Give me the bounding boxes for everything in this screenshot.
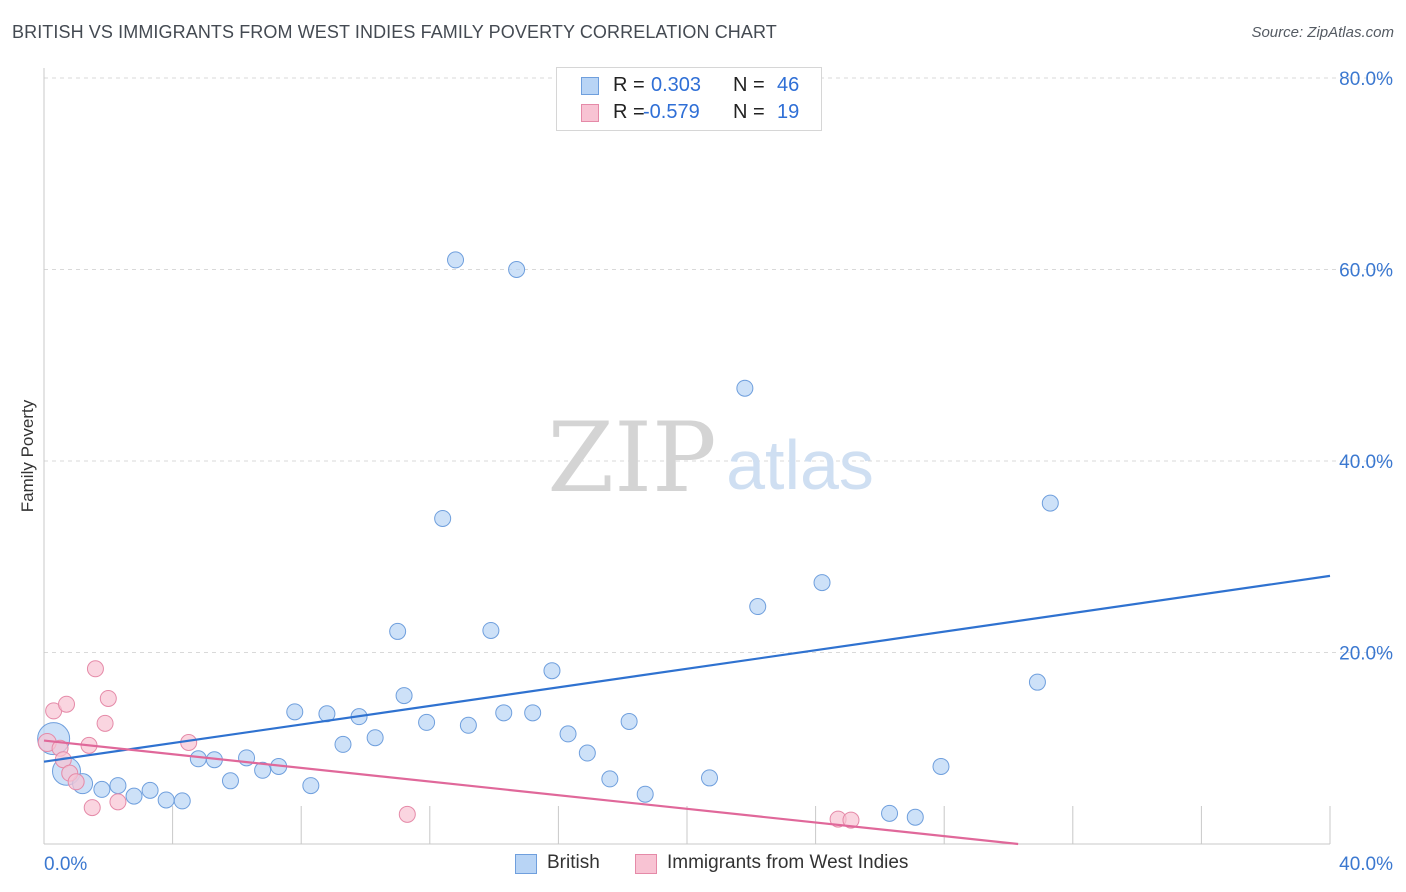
data-point-british (459, 716, 477, 734)
data-point-british (109, 777, 127, 795)
data-point-british (157, 791, 175, 809)
data-point-british (173, 792, 191, 810)
data-point-british (482, 621, 500, 639)
trend-line-british (43, 574, 1331, 763)
data-point-british (636, 785, 654, 803)
bottom-legend-label-british: British (547, 852, 600, 873)
data-point-british (559, 725, 577, 743)
legend-r-label: R = (613, 74, 645, 96)
data-point-british (543, 662, 561, 680)
data-point-british (701, 769, 719, 787)
x-tick-label: 0.0% (44, 854, 87, 875)
y-tick-label: 60.0% (1339, 261, 1393, 282)
data-point-british (286, 703, 304, 721)
data-point-west-indies (398, 805, 416, 823)
source-label: Source: ZipAtlas.com (1251, 24, 1394, 41)
data-point-british (221, 772, 239, 790)
data-point-british (302, 777, 320, 795)
data-point-british (141, 781, 159, 799)
bottom-legend-swatch-west-indies (635, 854, 657, 874)
watermark-atlas: atlas (726, 426, 874, 504)
legend-n-label: N = (733, 101, 765, 123)
legend-r-value: 0.303 (651, 74, 702, 96)
data-point-british (418, 713, 436, 731)
data-point-british (881, 804, 899, 822)
bottom-legend-label-west-indies: Immigrants from West Indies (667, 852, 909, 873)
data-point-british (447, 251, 465, 269)
data-point-west-indies (99, 689, 117, 707)
data-point-british (389, 622, 407, 640)
data-point-west-indies (109, 793, 127, 811)
y-tick-label: 20.0% (1339, 644, 1393, 665)
data-point-british (254, 761, 272, 779)
data-point-british (93, 780, 111, 798)
x-tick-label: 40.0% (1339, 854, 1393, 875)
legend-n-value: 46 (777, 74, 800, 96)
data-point-british (620, 712, 638, 730)
bottom-legend-swatch-british (515, 854, 537, 874)
data-point-british (434, 509, 452, 527)
data-point-british (578, 744, 596, 762)
y-tick-label: 40.0% (1339, 452, 1393, 473)
data-point-british (736, 379, 754, 397)
data-point-west-indies (842, 811, 860, 829)
data-point-british (125, 787, 143, 805)
data-point-british (189, 750, 207, 768)
data-point-british (813, 574, 831, 592)
legend-r-label: R = (613, 101, 645, 123)
data-point-british (1041, 494, 1059, 512)
legend-r-value: -0.579 (643, 101, 700, 123)
data-point-british (932, 757, 950, 775)
data-point-west-indies (58, 695, 76, 713)
data-point-west-indies (67, 773, 85, 791)
data-point-west-indies (96, 714, 114, 732)
watermark-zip: ZIP (547, 402, 716, 514)
data-point-british (508, 261, 526, 278)
data-point-british (395, 687, 413, 705)
correlation-legend: R = 0.303 N = 46 R = -0.579 N = 19 (556, 67, 822, 131)
legend-swatch-west-indies (581, 104, 599, 122)
data-point-west-indies (83, 799, 101, 817)
trend-line-west-indies (43, 739, 1019, 846)
data-point-west-indies (86, 660, 104, 678)
y-tick-label: 80.0% (1339, 69, 1393, 90)
data-point-british (334, 735, 352, 753)
legend-n-value: 19 (777, 101, 800, 123)
y-axis-label: Family Poverty (18, 399, 37, 513)
data-point-british (906, 808, 924, 826)
data-point-british (366, 729, 384, 747)
legend-swatch-british (581, 77, 599, 95)
data-point-british (524, 704, 542, 722)
data-point-british (749, 598, 767, 616)
data-point-british (495, 704, 513, 722)
legend-n-label: N = (733, 74, 765, 96)
data-point-british (601, 770, 619, 788)
data-point-british (1028, 673, 1046, 691)
chart-title: BRITISH VS IMMIGRANTS FROM WEST INDIES F… (12, 22, 777, 42)
